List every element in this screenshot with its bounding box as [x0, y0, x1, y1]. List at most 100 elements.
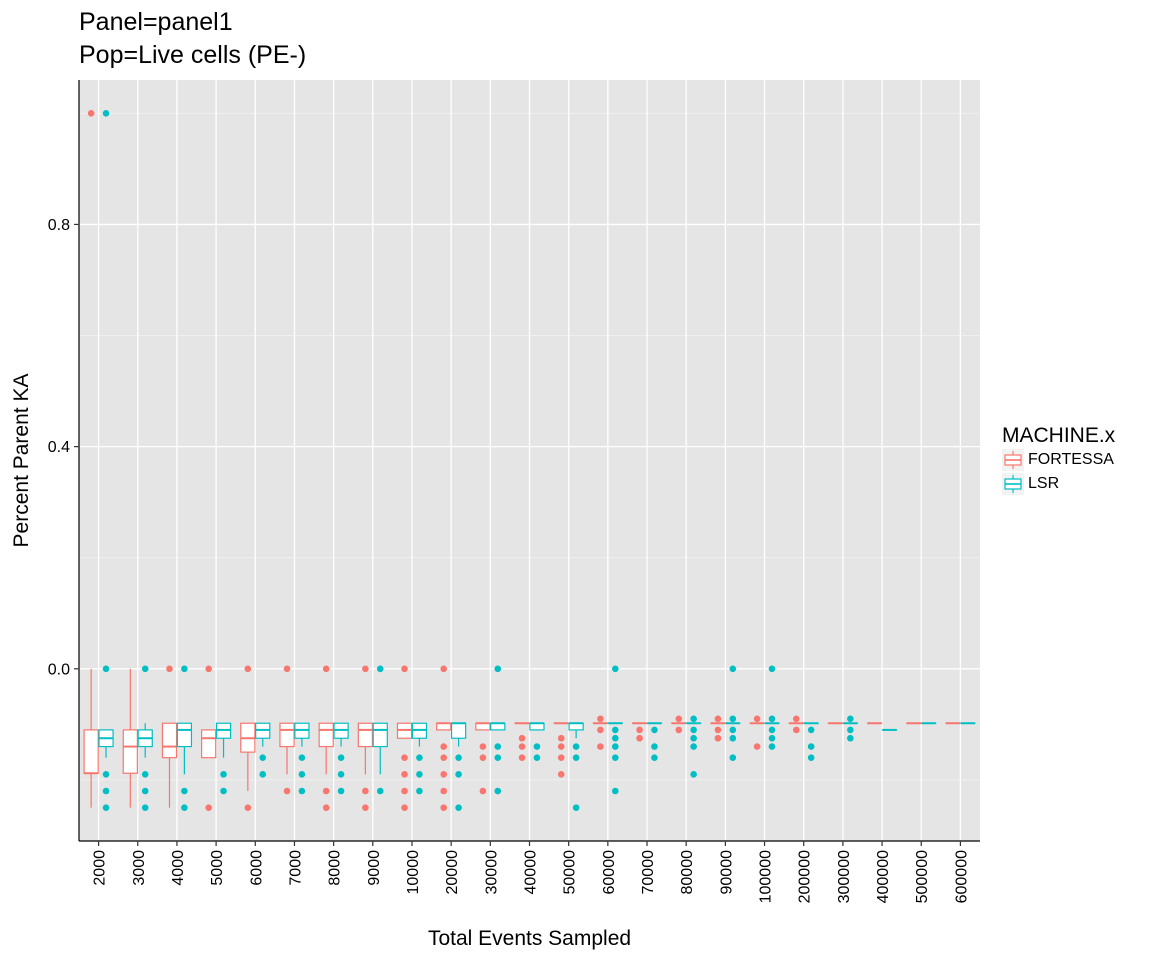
box-fortessa-70000 — [631, 722, 648, 742]
legend-key-lsr — [1002, 473, 1024, 495]
outlier-point — [611, 726, 619, 734]
outlier-point — [636, 734, 643, 742]
outlier-point — [87, 110, 95, 117]
outlier-point — [244, 804, 252, 811]
outlier-point — [597, 715, 604, 723]
box-fortessa-40000 — [514, 722, 530, 761]
outlier-point — [298, 787, 306, 795]
y-axis-title: Percent Parent KA — [10, 374, 33, 548]
x-tick-label: 20000 — [444, 850, 461, 895]
outlier-point — [611, 665, 619, 673]
outlier-point — [362, 665, 369, 673]
box-body — [372, 722, 388, 748]
box-body — [201, 729, 217, 759]
chart-title-line-2: Pop=Live cells (PE-) — [79, 41, 307, 69]
outlier-point — [807, 726, 815, 734]
box-fortessa-100000 — [749, 715, 765, 750]
outlier-point — [102, 110, 110, 117]
x-tick-label: 40000 — [523, 850, 540, 895]
box-lsr-5000 — [215, 722, 232, 795]
legend-key-fortessa — [1002, 449, 1024, 471]
x-tick-label: 8000 — [327, 850, 344, 886]
outlier-point — [690, 726, 697, 734]
y-tick-label: 0.4 — [48, 439, 70, 456]
x-tick-label: 4000 — [170, 850, 187, 886]
outlier-point — [494, 787, 502, 795]
outlier-point — [440, 804, 448, 811]
outlier-point — [181, 804, 188, 811]
outlier-point — [181, 665, 188, 673]
outlier-point — [768, 726, 776, 734]
outlier-point — [102, 787, 110, 795]
outlier-point — [807, 743, 815, 750]
outlier-point — [847, 726, 854, 734]
outlier-point — [753, 743, 761, 750]
outlier-point — [597, 743, 604, 750]
outlier-point — [557, 754, 565, 761]
outlier-point — [768, 734, 776, 742]
outlier-point — [494, 754, 502, 761]
outlier-point — [322, 804, 330, 811]
outlier-point — [729, 665, 737, 673]
box-fortessa-8000 — [318, 665, 334, 811]
outlier-point — [572, 804, 580, 811]
outlier-point — [337, 754, 345, 761]
outlier-point — [337, 771, 345, 778]
box-lsr-2000 — [98, 110, 114, 811]
box-fortessa-20000 — [436, 665, 452, 811]
outlier-point — [714, 734, 722, 742]
box-body — [450, 722, 467, 739]
box-body — [357, 722, 374, 748]
outlier-point — [729, 734, 737, 742]
outlier-point — [416, 787, 423, 795]
box-lsr-7000 — [294, 722, 310, 795]
outlier-point — [141, 665, 149, 673]
box-lsr-50000 — [568, 722, 584, 811]
outlier-point — [166, 665, 173, 673]
outlier-point — [651, 726, 658, 734]
outlier-point — [729, 715, 737, 723]
x-tick-label: 300000 — [836, 850, 853, 903]
box-fortessa-7000 — [279, 665, 295, 795]
outlier-point — [141, 787, 149, 795]
outlier-point — [376, 665, 384, 673]
outlier-point — [768, 743, 776, 750]
box-lsr-200000 — [803, 722, 819, 761]
x-tick-label: 9000 — [366, 850, 383, 886]
outlier-point — [298, 771, 306, 778]
x-tick-label: 6000 — [248, 850, 265, 886]
box-fortessa-30000 — [475, 722, 491, 795]
outlier-point — [533, 743, 541, 750]
box-body — [161, 722, 178, 759]
x-tick-label: 5000 — [209, 850, 226, 886]
legend-label-fortessa: FORTESSA — [1028, 451, 1114, 468]
outlier-point — [401, 787, 408, 795]
outlier-point — [440, 743, 448, 750]
box-fortessa-4000 — [161, 665, 178, 808]
outlier-point — [440, 787, 448, 795]
outlier-point — [283, 665, 291, 673]
outlier-point — [714, 726, 722, 734]
outlier-point — [102, 771, 110, 778]
outlier-point — [792, 726, 800, 734]
outlier-point — [729, 726, 737, 734]
outlier-point — [557, 743, 565, 750]
outlier-point — [401, 665, 408, 673]
outlier-point — [611, 754, 619, 761]
box-body — [318, 722, 334, 748]
outlier-point — [440, 754, 448, 761]
legend-item-fortessa: FORTESSA — [1002, 448, 1115, 472]
box-fortessa-10000 — [396, 665, 413, 811]
outlier-point — [244, 665, 252, 673]
legend-label-lsr: LSR — [1028, 475, 1060, 492]
outlier-point — [141, 771, 149, 778]
outlier-point — [479, 754, 487, 761]
outlier-point — [533, 754, 541, 761]
y-tick-label: 0.0 — [48, 661, 70, 678]
outlier-point — [847, 734, 854, 742]
outlier-point — [611, 787, 619, 795]
outlier-point — [518, 734, 526, 742]
outlier-point — [753, 715, 761, 723]
legend: MACHINE.x FORTESSA LSR — [1002, 424, 1115, 496]
box-lsr-300000 — [842, 715, 858, 742]
